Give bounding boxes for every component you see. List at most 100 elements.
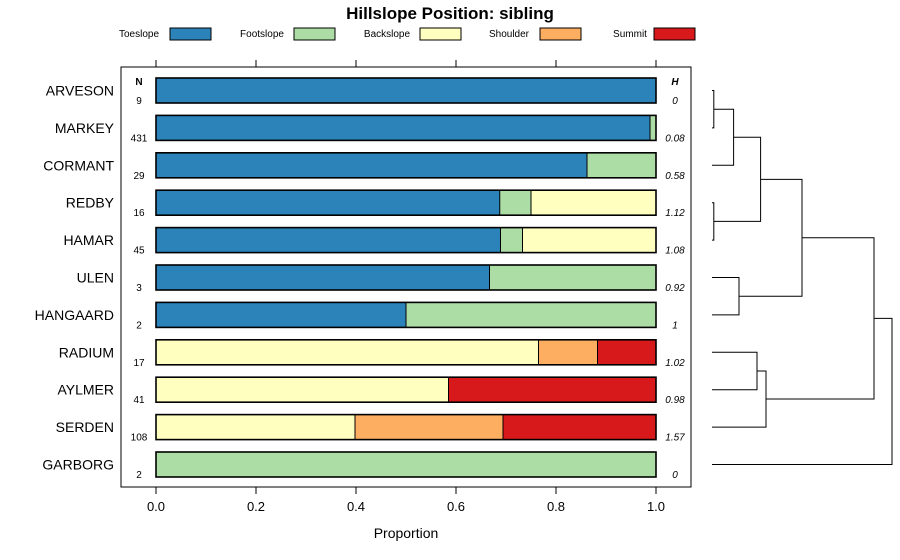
bar-segment-radium-summit xyxy=(597,339,656,365)
h-value-hangaard: 1 xyxy=(672,320,678,331)
legend-swatch-footslope xyxy=(293,27,336,41)
x-axis-title: Proportion xyxy=(374,525,439,541)
bar-outline-serden xyxy=(155,413,657,441)
bar-segment-hangaard-toeslope xyxy=(156,302,406,328)
dendrogram-link-5 xyxy=(712,108,735,166)
h-value-aylmer: 0.98 xyxy=(665,395,685,406)
bar-segment-markey-footslope xyxy=(650,115,656,141)
bar-outline-radium xyxy=(155,338,657,366)
bar-segment-serden-shoulder xyxy=(355,414,503,440)
bar-outline-hangaard xyxy=(155,301,657,329)
dendrogram xyxy=(712,90,893,465)
n-value-ulen: 3 xyxy=(136,283,142,294)
legend-swatch-toeslope xyxy=(169,27,212,41)
legend-label-summit: Summit xyxy=(613,29,647,40)
bar-segment-redby-footslope xyxy=(499,190,531,216)
dendrogram-link-3 xyxy=(712,351,758,391)
bar-segment-radium-backslope xyxy=(156,339,539,365)
h-column-header: H xyxy=(671,77,679,88)
n-column-header: N xyxy=(135,77,142,88)
h-value-radium: 1.02 xyxy=(665,358,685,369)
dendrogram-link-8 xyxy=(739,178,803,297)
legend: Toeslope Footslope Backslope Shoulder Summit xyxy=(119,27,696,41)
row-label-ulen: ULEN xyxy=(77,270,114,286)
n-value-garborg: 2 xyxy=(136,470,142,481)
bar-segment-radium-shoulder xyxy=(538,339,598,365)
bar-segment-aylmer-summit xyxy=(448,377,656,403)
n-value-arveson: 9 xyxy=(136,96,142,107)
bar-outline-ulen xyxy=(155,264,657,291)
legend-swatch-shoulder xyxy=(539,27,582,41)
n-value-cormant: 29 xyxy=(133,171,145,182)
x-tick-label: 0.2 xyxy=(247,499,265,514)
row-label-garborg: GARBORG xyxy=(42,457,114,473)
h-value-arveson: 0 xyxy=(672,96,678,107)
bar-segment-garborg-footslope xyxy=(156,452,656,477)
x-tick-label: 0.8 xyxy=(547,499,565,514)
n-value-hangaard: 2 xyxy=(136,320,142,331)
legend-swatch-summit xyxy=(653,27,696,41)
row-label-hamar: HAMAR xyxy=(63,232,114,248)
bar-segment-ulen-toeslope xyxy=(156,265,490,290)
legend-swatch-backslope xyxy=(419,27,462,41)
bar-segment-redby-backslope xyxy=(531,190,656,216)
h-value-ulen: 0.92 xyxy=(665,283,685,294)
bar-outline-markey xyxy=(155,114,657,142)
n-value-markey: 431 xyxy=(131,133,148,144)
legend-label-shoulder: Shoulder xyxy=(489,29,530,40)
bar-segment-cormant-footslope xyxy=(587,152,656,178)
bar-segment-hamar-toeslope xyxy=(156,227,501,253)
chart-title: Hillslope Position: sibling xyxy=(346,4,554,23)
legend-label-toeslope: Toeslope xyxy=(119,29,159,40)
row-label-redby: REDBY xyxy=(66,195,115,211)
x-tick-label: 0.4 xyxy=(347,499,365,514)
bar-segment-serden-summit xyxy=(503,414,656,440)
dendrogram-link-4 xyxy=(712,277,740,316)
n-value-redby: 16 xyxy=(133,208,145,219)
x-tick-label: 1.0 xyxy=(647,499,665,514)
bar-segment-serden-backslope xyxy=(156,414,355,440)
row-label-hangaard: HANGAARD xyxy=(35,307,114,323)
dendrogram-link-6 xyxy=(712,370,767,428)
row-label-markey: MARKEY xyxy=(55,120,115,136)
n-value-radium: 17 xyxy=(133,358,145,369)
dendrogram-link-9 xyxy=(766,237,875,400)
bar-outline-redby xyxy=(155,189,657,216)
bar-segment-arveson-toeslope xyxy=(156,78,656,103)
dendrogram-link-7 xyxy=(713,136,762,222)
row-label-cormant: CORMANT xyxy=(43,157,114,173)
h-value-markey: 0.08 xyxy=(665,133,685,144)
bar-segment-hamar-backslope xyxy=(522,227,656,253)
bar-segment-ulen-footslope xyxy=(489,265,656,290)
dendrogram-link-2 xyxy=(712,202,715,241)
bar-segment-markey-toeslope xyxy=(156,115,650,141)
row-label-aylmer: AYLMER xyxy=(57,382,114,398)
n-value-hamar: 45 xyxy=(133,246,145,257)
x-tick-label: 0.0 xyxy=(147,499,165,514)
bar-segment-hamar-footslope xyxy=(500,227,523,253)
axes: 0.0 0.2 0.4 0.6 0.8 1.0 xyxy=(147,60,665,514)
dendrogram-link-1 xyxy=(712,90,715,129)
n-value-aylmer: 41 xyxy=(133,395,145,406)
plot-frame xyxy=(120,66,692,488)
h-value-cormant: 0.58 xyxy=(665,171,685,182)
row-label-radium: RADIUM xyxy=(59,344,114,360)
x-tick-label: 0.6 xyxy=(447,499,465,514)
row-label-serden: SERDEN xyxy=(56,419,114,435)
legend-label-footslope: Footslope xyxy=(240,29,284,40)
n-value-serden: 108 xyxy=(131,433,148,444)
row-label-arveson: ARVESON xyxy=(46,83,114,99)
bar-segment-hangaard-footslope xyxy=(406,302,656,328)
bar-outline-hamar xyxy=(155,226,657,254)
h-value-redby: 1.12 xyxy=(665,208,685,219)
bar-segment-aylmer-backslope xyxy=(156,377,449,403)
bar-outline-arveson xyxy=(155,77,657,104)
bar-segment-cormant-toeslope xyxy=(156,152,587,178)
bar-outline-cormant xyxy=(155,152,657,179)
bar-segment-redby-toeslope xyxy=(156,190,500,216)
legend-label-backslope: Backslope xyxy=(364,29,411,40)
bar-outline-aylmer xyxy=(155,376,657,404)
bars: ARVESON 9 0 MARKEY 431 0.08 CORMANT 29 0.58 REDBY… xyxy=(35,77,685,481)
dendrogram-link-10 xyxy=(712,317,893,465)
